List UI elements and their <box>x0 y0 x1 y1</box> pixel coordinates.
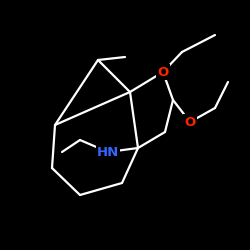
Text: O: O <box>158 66 168 78</box>
Text: HN: HN <box>97 146 119 158</box>
Text: O: O <box>184 116 196 128</box>
